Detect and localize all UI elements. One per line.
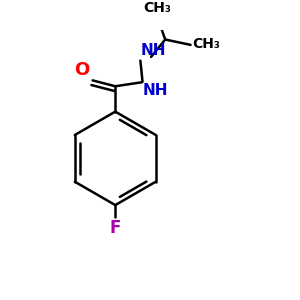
Text: NH: NH (143, 83, 169, 98)
Text: CH₃: CH₃ (192, 37, 220, 51)
Text: CH₃: CH₃ (143, 1, 171, 15)
Text: O: O (74, 61, 89, 79)
Text: NH: NH (141, 43, 167, 58)
Text: F: F (110, 219, 121, 237)
